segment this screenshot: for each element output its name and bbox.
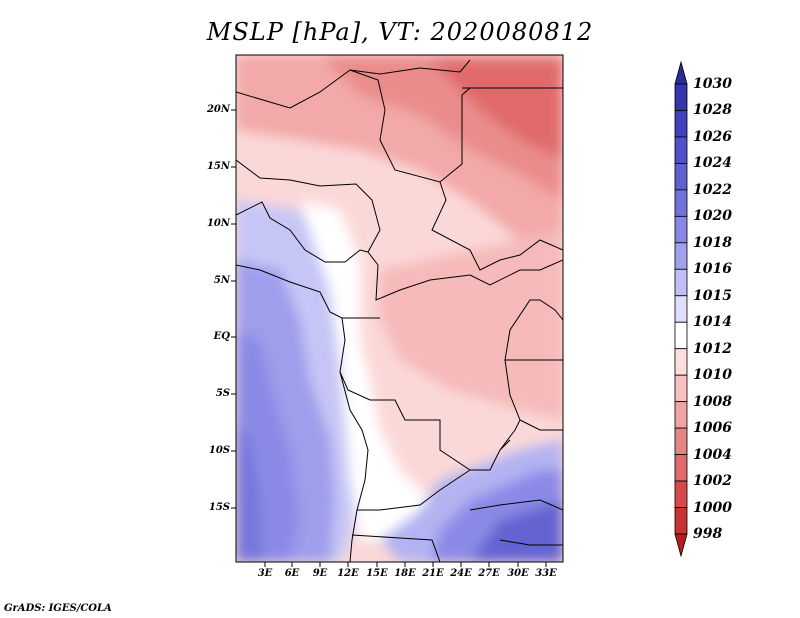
x-tick-label: 6E bbox=[284, 568, 300, 579]
colorbar-segment bbox=[674, 480, 688, 508]
colorbar-segment bbox=[674, 110, 688, 138]
x-tick-label: 30E bbox=[507, 568, 529, 579]
colorbar-label: 1012 bbox=[693, 340, 732, 357]
colorbar-label: 1000 bbox=[693, 499, 732, 516]
footer-credit: GrADS: IGES/COLA bbox=[4, 603, 112, 614]
colorbar-label: 1024 bbox=[693, 155, 732, 172]
colorbar-label: 1022 bbox=[693, 181, 732, 198]
y-tick-label: 20N bbox=[206, 104, 230, 115]
y-tick-label: 10S bbox=[208, 445, 230, 456]
colorbar-label: 1015 bbox=[693, 287, 732, 304]
x-tick-label: 9E bbox=[312, 568, 328, 579]
y-tick-label: 15N bbox=[206, 161, 230, 172]
x-tick-label: 18E bbox=[394, 568, 416, 579]
colorbar-segment bbox=[674, 215, 688, 244]
colorbar-label: 1020 bbox=[693, 208, 732, 225]
colorbar-label: 1028 bbox=[693, 102, 732, 119]
colorbar-label: 1008 bbox=[693, 393, 732, 410]
colorbar-label: 1030 bbox=[693, 76, 732, 92]
chart-title: MSLP [hPa], VT: 2020080812 bbox=[206, 18, 594, 46]
colorbar-segment bbox=[674, 454, 688, 482]
x-tick-label: 3E bbox=[257, 568, 273, 579]
colorbar-segment bbox=[674, 348, 688, 376]
colorbar-label: 1016 bbox=[693, 261, 732, 278]
x-tick-label: 21E bbox=[422, 568, 444, 579]
colorbar-label: 1026 bbox=[693, 128, 732, 145]
colorbar-segment bbox=[674, 83, 688, 111]
colorbar-label: 1002 bbox=[693, 473, 732, 490]
y-tick-label: EQ bbox=[213, 331, 230, 342]
y-tick-label: 10N bbox=[206, 218, 230, 229]
x-tick-label: 15E bbox=[366, 568, 388, 579]
x-tick-label: 12E bbox=[337, 568, 359, 579]
colorbar-bottom-arrow bbox=[674, 533, 688, 558]
axis-ticks bbox=[231, 109, 547, 567]
colorbar-segment bbox=[674, 321, 688, 350]
country-borders bbox=[236, 59, 563, 562]
colorbar-label: 998 bbox=[693, 526, 723, 542]
x-tick-label: 24E bbox=[450, 568, 472, 579]
colorbar-segment bbox=[674, 268, 688, 297]
y-tick-label: 15S bbox=[208, 502, 230, 513]
colorbar-segment bbox=[674, 507, 688, 535]
colorbar-segment bbox=[674, 427, 688, 455]
colorbar-top-arrow bbox=[674, 60, 688, 85]
y-tick-label: 5S bbox=[215, 388, 230, 399]
colorbar-segment bbox=[674, 136, 688, 164]
x-tick-label: 27E bbox=[478, 568, 500, 579]
colorbar-segment bbox=[674, 295, 688, 323]
colorbar-segment bbox=[674, 163, 688, 191]
colorbar bbox=[674, 60, 688, 558]
colorbar-segment bbox=[674, 374, 688, 403]
colorbar-label: 1010 bbox=[693, 367, 732, 384]
colorbar-label: 1018 bbox=[693, 234, 732, 251]
colorbar-segment bbox=[674, 401, 688, 429]
colorbar-label: 1014 bbox=[693, 314, 732, 331]
colorbar-segment bbox=[674, 242, 688, 270]
colorbar-label: 1004 bbox=[693, 446, 732, 463]
colorbar-segment bbox=[674, 189, 688, 217]
x-tick-label: 33E bbox=[535, 568, 557, 579]
colorbar-label: 1006 bbox=[693, 420, 732, 437]
map-frame bbox=[235, 54, 564, 563]
y-tick-label: 5N bbox=[213, 275, 230, 286]
